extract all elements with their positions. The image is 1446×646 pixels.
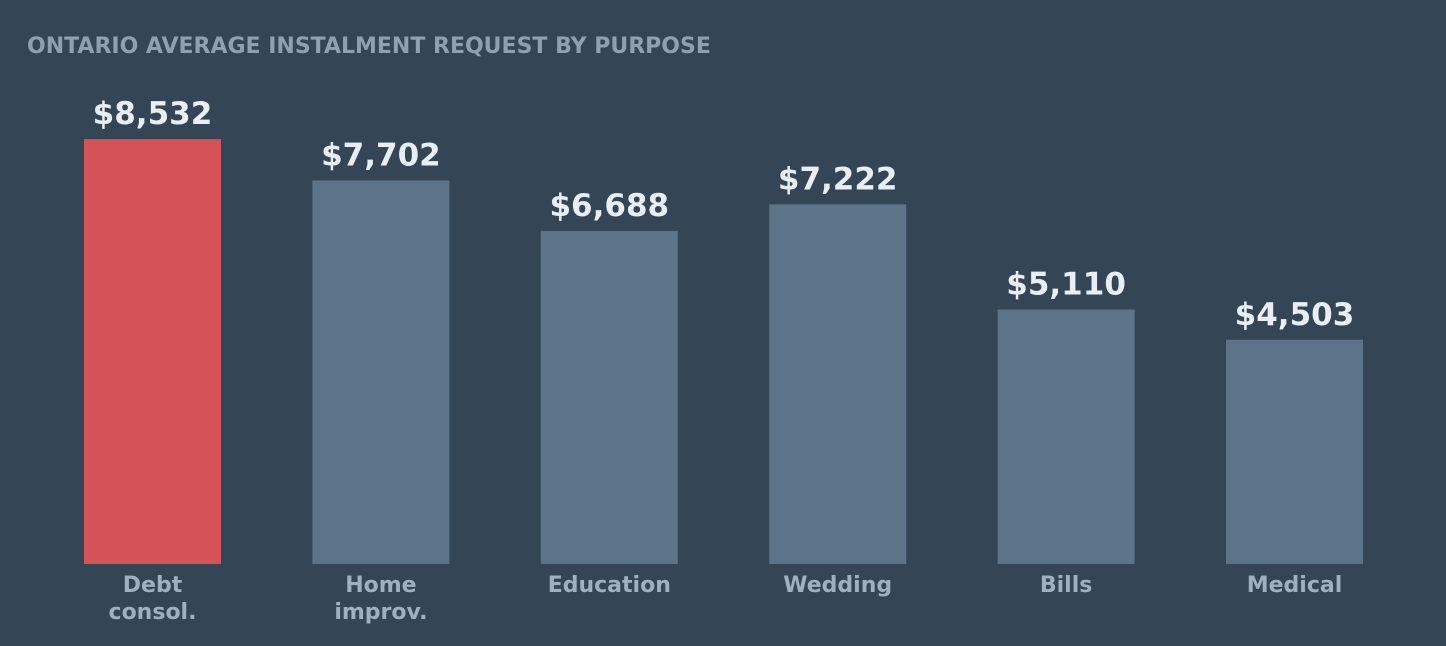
bar [84, 139, 221, 565]
bar [997, 309, 1135, 564]
value-label: $4,503 [1235, 297, 1355, 333]
x-tick-label: Wedding [783, 573, 893, 598]
value-label: $6,688 [549, 188, 669, 224]
bar [312, 180, 450, 564]
chart-title: ONTARIO AVERAGE INSTALMENT REQUEST BY PU… [27, 34, 711, 59]
value-label: $5,110 [1006, 267, 1126, 303]
bar [1226, 339, 1363, 564]
x-tick-label: Medical [1246, 573, 1343, 598]
value-label: $7,702 [321, 137, 441, 173]
x-tick-label: Home improv. [334, 573, 428, 625]
x-tick-label: Bills [1039, 573, 1093, 598]
x-tick-label: Debt consol. [108, 573, 197, 625]
bar [769, 204, 907, 564]
value-label: $8,532 [93, 96, 213, 132]
x-tick-label: Education [547, 573, 671, 598]
bar [540, 230, 678, 564]
value-label: $7,222 [778, 161, 898, 197]
